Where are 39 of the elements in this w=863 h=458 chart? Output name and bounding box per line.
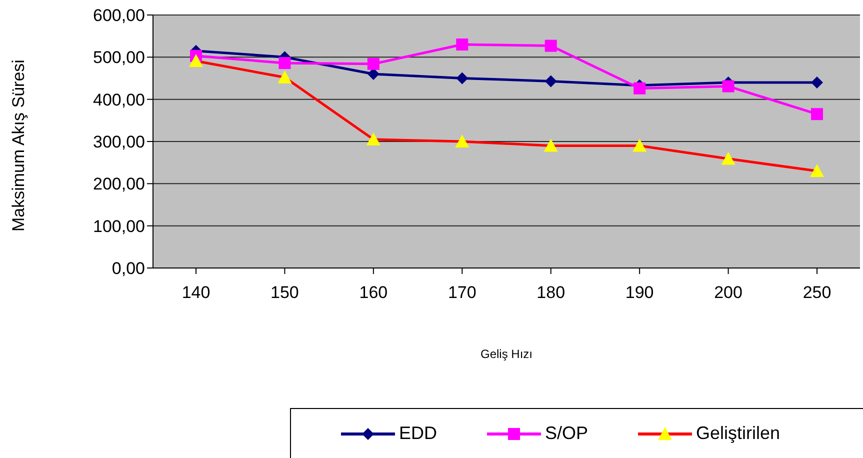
y-tick-label: 500,00 — [93, 48, 145, 68]
legend-label: Geliştirilen — [696, 423, 780, 444]
y-axis-title: Maksimum Akış Süresi — [9, 60, 28, 232]
x-tick-label: 150 — [270, 283, 299, 302]
point — [278, 70, 292, 84]
point — [721, 152, 736, 165]
point — [810, 164, 824, 178]
y-tick-label: 100,00 — [93, 216, 145, 236]
point — [544, 75, 557, 88]
point — [456, 72, 468, 84]
x-tick-label: 200 — [714, 283, 742, 302]
x-tick-label: 160 — [359, 283, 388, 302]
x-tick-label: 250 — [802, 283, 832, 302]
point — [632, 138, 647, 152]
x-tick-label: 140 — [182, 283, 210, 302]
point — [367, 58, 380, 70]
legend-label: EDD — [399, 423, 438, 444]
x-tick-label: 190 — [625, 283, 654, 302]
point — [455, 134, 470, 148]
point — [811, 108, 823, 120]
x-tick-label: 170 — [448, 283, 476, 302]
point — [278, 57, 291, 70]
point — [544, 40, 557, 52]
x-axis-title: Geliş Hızı — [480, 347, 533, 361]
y-tick-label: 200,00 — [93, 174, 145, 194]
point — [189, 54, 203, 67]
y-tick-label: 400,00 — [93, 90, 145, 110]
y-tick-label: 0,00 — [112, 259, 145, 278]
point — [722, 80, 734, 92]
point — [634, 82, 646, 94]
point — [544, 138, 558, 152]
point — [366, 132, 380, 146]
y-tick-label: 600,00 — [93, 6, 145, 26]
point — [811, 76, 823, 88]
legend-label: S/OP — [545, 423, 588, 444]
point — [456, 38, 468, 51]
y-tick-label: 300,00 — [93, 132, 145, 152]
point — [367, 68, 380, 80]
x-tick-label: 180 — [536, 283, 566, 302]
